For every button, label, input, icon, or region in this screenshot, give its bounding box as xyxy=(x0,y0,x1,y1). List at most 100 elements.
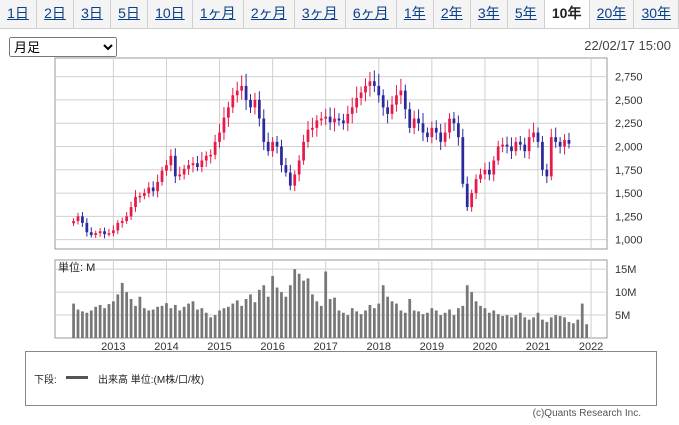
candle-body xyxy=(94,233,98,236)
volume-bar xyxy=(403,312,407,338)
price-tick-label: 2,750 xyxy=(615,72,643,84)
candle-body xyxy=(465,183,469,208)
volume-bar xyxy=(196,309,199,338)
tab-period[interactable]: 5日 xyxy=(111,0,148,28)
candle-body xyxy=(85,222,89,233)
tab-period[interactable]: 3ヶ月 xyxy=(295,0,346,28)
candle-body xyxy=(218,132,221,142)
volume-bar xyxy=(311,294,314,338)
candle-body xyxy=(297,160,301,175)
volume-bar xyxy=(244,299,248,338)
x-tick-label: 2018 xyxy=(367,341,391,350)
candle-body xyxy=(324,116,328,119)
tab-period[interactable]: 20年 xyxy=(590,0,635,28)
candle-body xyxy=(368,81,372,86)
candle-body xyxy=(112,230,115,234)
candle-body xyxy=(421,123,425,133)
candle-body xyxy=(430,127,434,138)
volume-bar xyxy=(213,315,217,338)
copyright: (c)Quants Research Inc. xyxy=(532,408,641,419)
volume-bar xyxy=(576,319,580,338)
legend-volume-text: 出来高 単位:(M株/口/枚) xyxy=(98,375,205,386)
volume-bar xyxy=(165,303,168,338)
candle-body xyxy=(541,141,544,170)
volume-bar xyxy=(443,312,447,338)
candle-body xyxy=(342,120,345,124)
candle-body xyxy=(227,107,230,118)
candle-body xyxy=(337,118,341,121)
tab-period[interactable]: 5年 xyxy=(508,0,545,28)
volume-bar xyxy=(156,306,159,338)
volume-bar xyxy=(266,296,270,338)
volume-bar xyxy=(187,303,190,338)
legend-volume-swatch xyxy=(66,376,88,379)
price-tick-label: 2,000 xyxy=(615,142,643,154)
tab-period[interactable]: 10年 xyxy=(544,0,590,28)
candle-body xyxy=(191,163,195,166)
candle-body xyxy=(165,165,168,171)
volume-bar xyxy=(112,301,115,338)
candle-body xyxy=(222,117,226,133)
tab-period[interactable]: 2年 xyxy=(434,0,471,28)
volume-bar xyxy=(386,296,389,338)
tab-period[interactable]: 2ヶ月 xyxy=(244,0,295,28)
candle-body xyxy=(280,146,283,166)
candle-body xyxy=(147,187,151,194)
volume-bar xyxy=(430,308,434,338)
candle-body xyxy=(89,232,93,236)
candle-body xyxy=(408,109,412,128)
volume-bar xyxy=(315,301,319,338)
volume-bar xyxy=(209,317,213,338)
volume-bar xyxy=(483,308,487,338)
candle-body xyxy=(81,216,84,223)
volume-bar xyxy=(527,319,531,338)
volume-bar xyxy=(103,308,106,338)
chart-interval-select[interactable]: 月足 xyxy=(9,37,117,57)
candle-body xyxy=(364,85,367,93)
volume-bar xyxy=(333,297,336,338)
volume-bar xyxy=(465,285,469,338)
candle-body xyxy=(510,146,513,152)
volume-bar xyxy=(257,289,261,338)
candle-body xyxy=(196,163,199,168)
tab-period[interactable]: 3年 xyxy=(471,0,508,28)
volume-bar xyxy=(572,323,575,338)
tab-period[interactable]: 1年 xyxy=(397,0,434,28)
tab-period[interactable]: 3日 xyxy=(74,0,111,28)
volume-bar xyxy=(182,306,186,338)
volume-bar xyxy=(523,317,527,338)
tab-period[interactable]: 6ヶ月 xyxy=(346,0,397,28)
candle-body xyxy=(474,179,478,194)
volume-bar xyxy=(399,310,403,338)
volume-bar xyxy=(452,315,456,338)
x-tick-label: 2022 xyxy=(579,341,603,350)
candle-body xyxy=(554,137,558,142)
candle-body xyxy=(448,118,451,133)
volume-bar xyxy=(381,285,385,338)
candle-body xyxy=(434,127,438,133)
candle-body xyxy=(266,141,270,152)
price-tick-label: 1,750 xyxy=(615,165,643,177)
volume-tick-label: 5M xyxy=(615,310,630,322)
candle-body xyxy=(319,118,323,121)
candle-body xyxy=(470,193,474,208)
price-tick-label: 2,250 xyxy=(615,118,643,130)
volume-bar xyxy=(346,315,350,338)
candle-body xyxy=(169,155,173,166)
volume-tick-label: 15M xyxy=(615,264,636,276)
volume-bar xyxy=(191,301,195,338)
volume-bar xyxy=(328,299,332,338)
last-update-datetime: 22/02/17 15:00 xyxy=(584,38,671,53)
volume-bar xyxy=(98,304,102,338)
tab-period[interactable]: 2日 xyxy=(37,0,74,28)
tab-period[interactable]: 1日 xyxy=(0,0,37,28)
candle-body xyxy=(355,98,359,108)
tab-period[interactable]: 1ヶ月 xyxy=(193,0,244,28)
candle-body xyxy=(98,231,102,234)
volume-bar xyxy=(505,315,509,338)
volume-bar xyxy=(235,300,239,338)
tab-period[interactable]: 10日 xyxy=(148,0,193,28)
candle-body xyxy=(487,169,491,175)
x-tick-label: 2014 xyxy=(154,341,178,350)
volume-bar xyxy=(138,296,142,338)
